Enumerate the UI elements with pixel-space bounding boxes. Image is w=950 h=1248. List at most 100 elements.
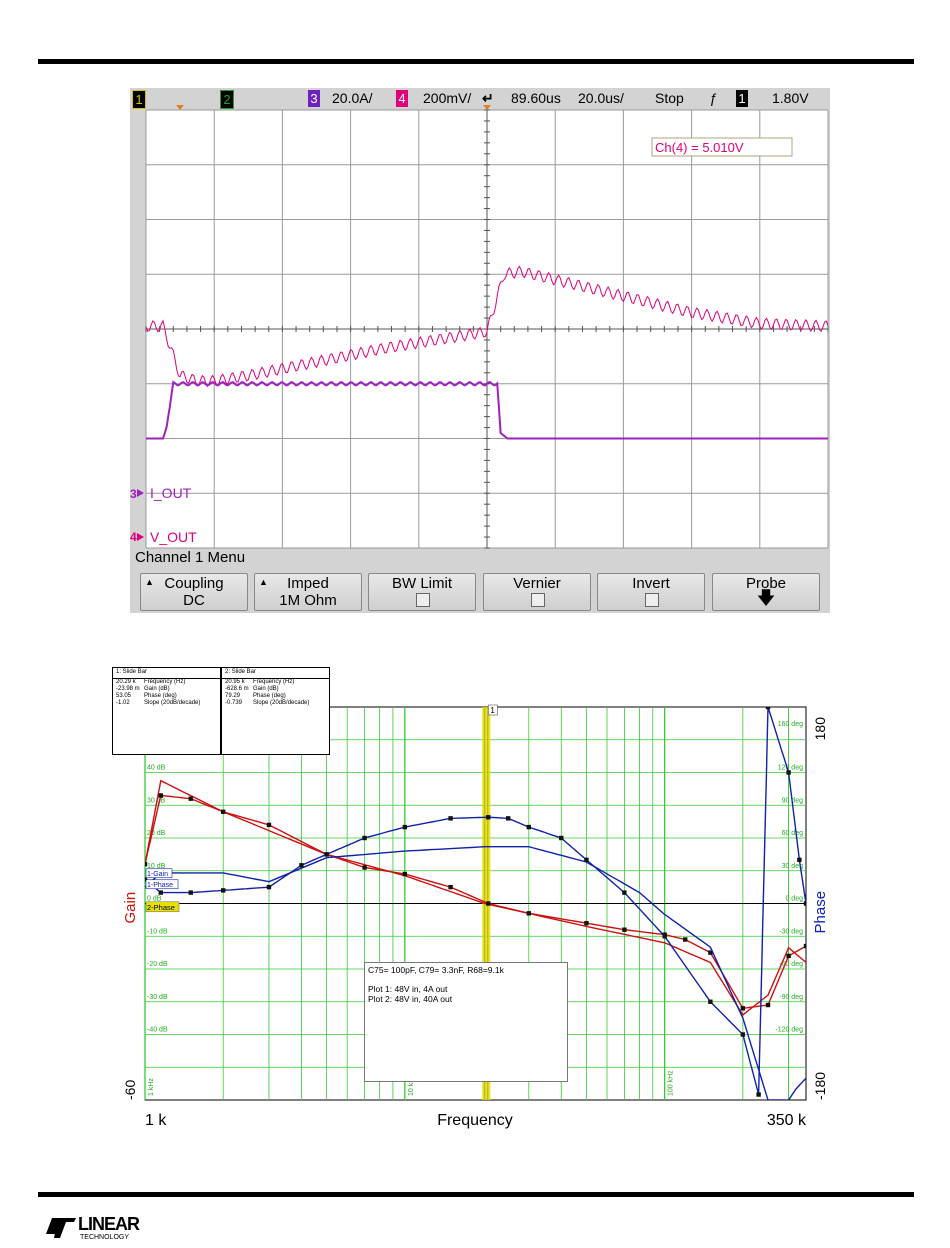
data-point-marker [662, 934, 667, 939]
data-point-marker [740, 1032, 746, 1037]
slide-row: -23.98 m Gain (dB) [116, 686, 170, 692]
gain-grid-label: 40 dB [147, 765, 166, 772]
slide-row: -628.6 m Gain (dB) [225, 686, 279, 692]
v-out-marker-arrow-icon [137, 533, 144, 541]
softkey-label: BW Limit [392, 575, 452, 592]
phase-grid-label: -30 deg [779, 928, 803, 935]
v-out-channel-marker: 4 [130, 530, 137, 544]
gain-grid-label: -40 dB [147, 1027, 168, 1034]
softkey-label: Coupling [164, 575, 224, 592]
data-point-marker [506, 816, 511, 821]
data-point-marker [786, 953, 791, 959]
data-point-marker [362, 865, 367, 870]
measurement-readout: Ch(4) = 5.010V [655, 140, 744, 155]
data-point-marker [324, 852, 329, 857]
phase-axis-min: -180 [812, 1072, 828, 1100]
trigger-channel-indicator: 1 [736, 90, 748, 107]
data-point-marker [765, 1002, 771, 1008]
data-point-marker [708, 950, 713, 955]
legend-phase-box [145, 879, 179, 890]
slide-row: 20.29 k Frequency (Hz) [116, 679, 186, 685]
slide-row: 79.29 Phase (deg) [225, 693, 286, 699]
note-line: Plot 2: 48V in, 40A out [368, 994, 453, 1004]
phase-grid-label: -90 deg [779, 994, 803, 1001]
phase-grid-label: 30 deg [782, 863, 804, 870]
slide-row: 20.95 k Frequency (Hz) [225, 679, 295, 685]
data-point-marker [188, 796, 193, 801]
legend-phase2: 2-Phase [147, 903, 175, 912]
top-rule [38, 59, 914, 64]
ch3-indicator[interactable]: 3 [308, 90, 320, 107]
data-point-marker [683, 937, 688, 942]
trigger-position-icon: ↵ [482, 90, 494, 106]
ch4-scale: 200mV/ [423, 90, 472, 106]
data-point-marker [708, 999, 713, 1004]
softkey-value: DC [183, 592, 205, 609]
phase-trace [145, 707, 806, 1095]
bw-limit-checkbox[interactable] [416, 593, 430, 607]
phase-grid-label: 0 deg [785, 896, 803, 903]
bw-limit-softkey[interactable]: BW Limit [368, 573, 476, 611]
invert-checkbox[interactable] [645, 593, 659, 607]
phase-axis-label: Phase [812, 891, 829, 934]
data-point-marker [486, 901, 491, 906]
oscilloscope-screen: 1 2 3 20.0A/ 4 200mV/ ↵ 89.60us 20.0us/ … [130, 88, 830, 613]
up-arrow-icon: ▲ [259, 577, 268, 587]
impedance-softkey[interactable]: ▲ Imped 1M Ohm [254, 573, 362, 611]
vernier-softkey[interactable]: Vernier [483, 573, 591, 611]
note-line: Plot 1: 48V in, 4A out [368, 984, 448, 994]
bottom-rule [38, 1192, 914, 1197]
softkey-label: Invert [632, 575, 670, 592]
data-point-marker [402, 871, 408, 877]
data-point-marker [448, 884, 453, 890]
run-state[interactable]: Stop [655, 90, 684, 106]
ch2-indicator[interactable]: 2 [220, 90, 234, 109]
logo-wordmark: LINEAR [78, 1214, 140, 1234]
coupling-softkey[interactable]: ▲ Coupling DC [140, 573, 248, 611]
i-out-trace [146, 380, 828, 440]
trigger-time-marker-icon [176, 105, 184, 110]
i-out-label: I_OUT [150, 485, 192, 501]
data-point-marker [797, 857, 802, 863]
probe-softkey[interactable]: Probe 🡇 [712, 573, 820, 611]
phase-axis-max: 180 [812, 717, 828, 741]
v-out-label: V_OUT [150, 529, 197, 545]
plot-note: C75= 100pF, C79= 3.3nF, R68=9.1k Plot 1:… [364, 962, 568, 1082]
data-point-marker [188, 890, 193, 895]
cursor-tag-label: 1 [490, 706, 495, 715]
slide-bar-2-title: 2: Slide Bar [222, 668, 329, 679]
data-point-marker [221, 888, 226, 893]
data-point-marker [803, 901, 806, 906]
data-point-marker [362, 835, 367, 841]
gain-grid-label: -10 dB [147, 928, 168, 935]
logo-subtext: TECHNOLOGY [80, 1234, 129, 1241]
legend-gain-box [145, 868, 173, 879]
data-point-marker [145, 862, 148, 867]
data-point-marker [158, 793, 163, 798]
slide-row: -0.739 Slope (20dB/decade) [225, 700, 310, 706]
legend-gain: 1-Gain [147, 871, 168, 878]
invert-softkey[interactable]: Invert [597, 573, 705, 611]
softkey-label: Vernier [513, 575, 561, 592]
data-point-marker [584, 920, 589, 926]
slide-row: -1.02 Slope (20dB/decade) [116, 700, 201, 706]
rising-edge-icon: ƒ [709, 90, 717, 106]
data-point-marker [559, 835, 564, 841]
softkey-label: Imped [287, 575, 329, 592]
ch1-indicator[interactable]: 1 [132, 90, 146, 109]
i-out-channel-marker: 3 [130, 487, 137, 501]
data-point-marker [158, 890, 163, 895]
gain-grid-label: 20 dB [147, 830, 166, 837]
vernier-checkbox[interactable] [531, 593, 545, 607]
slide-bar-1-panel: 1: Slide Bar 20.29 k Frequency (Hz) -23.9… [112, 667, 221, 755]
data-point-marker [402, 824, 408, 830]
phase-grid-label: 120 deg [778, 765, 803, 772]
scope-display: Ch(4) = 5.010V 3 I_OUT 4 V_OUT [130, 105, 829, 549]
data-point-marker [756, 1092, 761, 1097]
ch4-indicator[interactable]: 4 [396, 90, 408, 107]
gain-axis-label: Gain [122, 892, 139, 924]
data-point-marker [526, 911, 531, 916]
down-arrow-icon: 🡇 [756, 588, 776, 608]
data-point-marker [221, 809, 226, 814]
phase-grid-label: 60 deg [782, 830, 804, 837]
